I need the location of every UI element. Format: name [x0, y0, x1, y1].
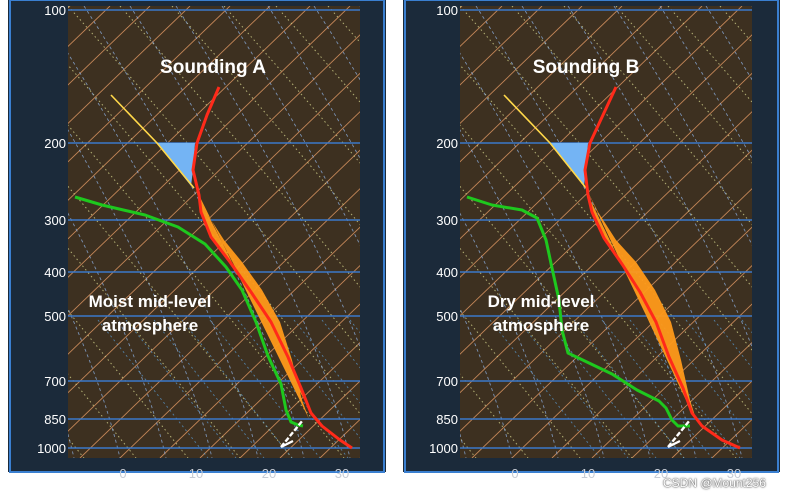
pressure-label: 200: [436, 136, 458, 151]
isotherm-line: [68, 149, 360, 432]
pressure-label: 100: [44, 3, 66, 18]
isotherm-line: [68, 6, 311, 240]
temperature-profile: [583, 86, 741, 450]
pressure-label: 400: [436, 265, 458, 280]
pressure-label: 200: [44, 136, 66, 151]
temperature-profile: [191, 86, 353, 450]
plot-lines: [68, 6, 360, 458]
cape-area: [586, 188, 696, 419]
isotherm-line: [68, 34, 360, 317]
isotherm-line: [239, 341, 360, 458]
temperature-label: 10: [581, 466, 595, 481]
surface-wind-barb: [667, 419, 691, 448]
isotherm-line: [199, 303, 360, 458]
isotherm-line: [460, 72, 752, 355]
temperature-label: 20: [262, 466, 276, 481]
cape-area: [194, 188, 311, 419]
parcel-path-upper: [503, 94, 587, 189]
isotherm-line: [460, 6, 623, 163]
temperature-label: 30: [727, 466, 741, 481]
pressure-label: 500: [44, 309, 66, 324]
isotherm-line: [68, 6, 151, 86]
pressure-label: 850: [44, 412, 66, 427]
pressure-label: 700: [44, 374, 66, 389]
pressure-label: 300: [44, 213, 66, 228]
panel-border: [404, 0, 779, 473]
temperature-label: 10: [189, 466, 203, 481]
pressure-label: 100: [436, 3, 458, 18]
isotherm-lines: [460, 6, 752, 458]
isotherm-line: [159, 265, 360, 458]
isobar-lines: [68, 9, 360, 449]
isotherm-line: [471, 188, 752, 458]
temperature-label: 0: [511, 466, 518, 481]
temperature-label: 20: [654, 466, 668, 481]
isotherm-line: [68, 6, 351, 278]
isotherm-line: [671, 380, 752, 458]
parcel-path-upper: [110, 94, 195, 189]
panel-note-line-1: Dry mid-level: [488, 292, 595, 311]
isotherm-line: [591, 303, 752, 458]
isotherm-line: [68, 6, 231, 163]
isotherm-line: [460, 6, 583, 124]
pressure-label: 1000: [37, 441, 66, 456]
wind-barb-staff: [667, 419, 691, 448]
pressure-label: 400: [44, 265, 66, 280]
isotherm-line: [460, 34, 752, 317]
dewpoint-profile: [74, 195, 304, 428]
isobar-lines: [460, 9, 752, 449]
csdn-watermark: CSDN @Mount256: [663, 476, 766, 490]
isotherm-line: [68, 6, 191, 124]
pressure-label: 850: [436, 412, 458, 427]
wind-barb-flag: [667, 440, 681, 448]
pressure-label: 500: [436, 309, 458, 324]
isotherm-line: [79, 188, 360, 458]
isotherm-line: [68, 111, 360, 394]
isotherm-line: [68, 72, 360, 355]
wind-barb-flag: [280, 440, 294, 448]
isotherm-line: [631, 341, 752, 458]
isotherm-line: [511, 226, 752, 458]
panel-note-line-1: Moist mid-level: [89, 292, 212, 311]
isotherm-line: [68, 6, 271, 201]
wind-barb-staff: [280, 419, 304, 448]
panel-title: Sounding A: [160, 57, 266, 78]
temperature-label: 0: [119, 466, 126, 481]
panel-title: Sounding B: [533, 57, 640, 78]
isotherm-line: [460, 6, 703, 240]
isotherm-line: [460, 149, 752, 432]
isotherm-line: [279, 380, 360, 458]
panel-note-line-2: atmosphere: [493, 316, 589, 335]
temperature-label: 30: [335, 466, 349, 481]
pressure-label: 300: [436, 213, 458, 228]
surface-wind-barb: [280, 419, 304, 448]
isotherm-line: [460, 6, 543, 86]
isotherm-line: [119, 226, 360, 458]
panel-border: [9, 0, 385, 473]
panel-note-line-2: atmosphere: [102, 316, 198, 335]
isotherm-line: [460, 111, 752, 394]
isotherm-line: [460, 6, 743, 278]
dewpoint-profile: [466, 195, 690, 428]
pressure-label: 1000: [429, 441, 458, 456]
pressure-label: 700: [436, 374, 458, 389]
isotherm-line: [460, 6, 663, 201]
plot-lines: [460, 6, 752, 458]
sounding-b-panel: 100 200 300 400 500 700 850 1000 0 10 20 30 Sounding…: [403, 0, 780, 481]
sounding-a-panel: 100 200 300 400 500 700 850 1000 0 10 20 30 Sounding…: [8, 0, 386, 481]
isotherm-lines: [68, 6, 360, 458]
isotherm-line: [551, 265, 752, 458]
